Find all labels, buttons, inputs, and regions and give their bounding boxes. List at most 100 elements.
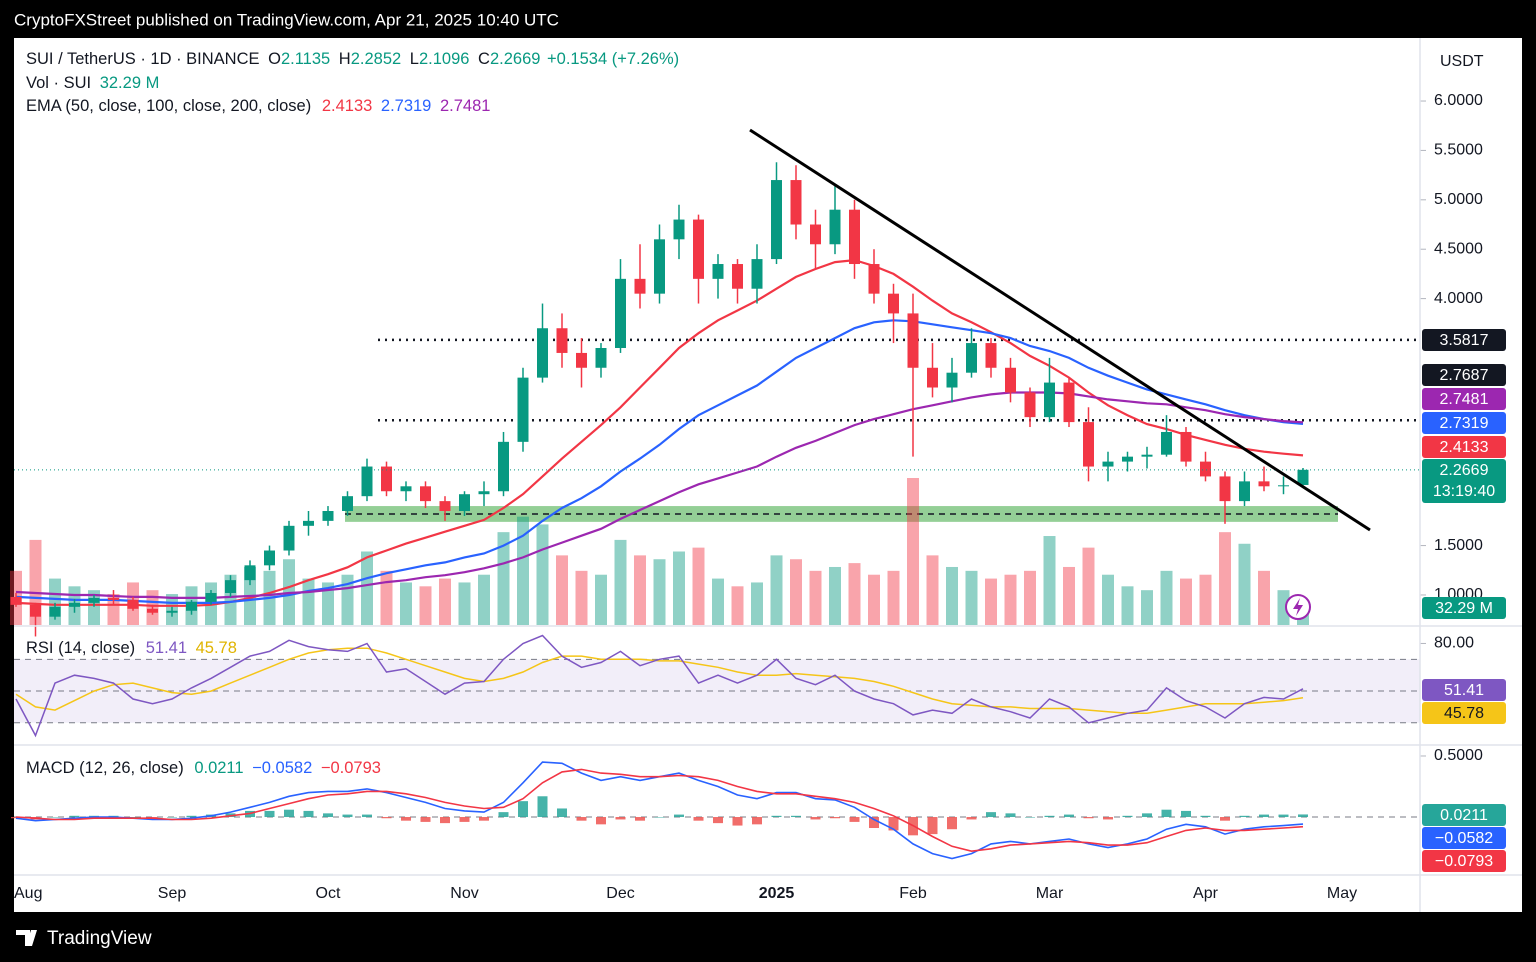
volume-bar — [731, 586, 744, 625]
candle-body — [1063, 382, 1075, 423]
price-badge — [1422, 388, 1506, 410]
histogram-bar — [615, 817, 626, 820]
histogram-bar — [986, 812, 996, 818]
histogram-bar — [947, 817, 957, 830]
price-badge-label: −0.0793 — [1435, 853, 1493, 870]
rsi-legend: RSI (14, close) 51.41 45.78 — [26, 639, 237, 657]
rsi-ma-value: 45.78 — [196, 639, 237, 657]
volume-bar — [517, 516, 529, 625]
histogram-bar — [537, 796, 548, 818]
x-tick-label: 2025 — [759, 885, 795, 902]
candle-body — [927, 367, 938, 388]
candle-body — [537, 328, 548, 378]
low-value: 2.1096 — [419, 50, 469, 68]
price-badge — [1422, 329, 1506, 351]
histogram-bar — [830, 817, 840, 819]
x-tick-label: Oct — [316, 885, 341, 902]
histogram-bar — [323, 813, 333, 818]
price-badge-label: 2.4133 — [1440, 439, 1489, 456]
footer-brand[interactable]: TradingView — [47, 928, 152, 949]
histogram-bar — [713, 817, 723, 824]
histogram-bar — [459, 817, 470, 822]
x-tick-label: Feb — [899, 885, 927, 902]
volume-bar — [848, 563, 861, 625]
candle-body — [1258, 481, 1270, 487]
ema-name: EMA (50, close, 100, close, 200, close) — [26, 97, 311, 115]
candle-body — [381, 466, 392, 492]
ema-value: 2.7481 — [440, 97, 490, 115]
candle-body — [751, 259, 763, 289]
y-tick-label: 5.5000 — [1434, 142, 1483, 159]
volume-bar — [653, 559, 666, 625]
price-badge — [1422, 850, 1506, 872]
candle-body — [1024, 392, 1036, 418]
y-tick-label: 4.0000 — [1434, 290, 1483, 307]
histogram-bar — [966, 817, 977, 820]
rsi-line — [15, 647, 1304, 715]
separators — [14, 38, 1522, 912]
histogram-bar — [167, 817, 177, 818]
volume-bar — [458, 582, 471, 625]
ema-value: 2.4133 — [322, 97, 372, 115]
volume-bar — [770, 555, 783, 625]
candle-body — [673, 219, 685, 240]
alert-icon[interactable] — [1285, 594, 1311, 620]
price-badge — [1422, 436, 1506, 458]
histogram-bar — [693, 817, 704, 821]
x-tick-label: Sep — [158, 885, 187, 902]
x-tick-label: Mar — [1036, 885, 1064, 902]
change-value: +0.1534 (+7.26%) — [547, 50, 679, 68]
volume-bar — [790, 559, 802, 625]
symbol: SUI / TetherUS · 1D · BINANCE — [26, 50, 260, 68]
close-value: 2.2669 — [490, 50, 540, 68]
histogram-bar — [791, 815, 801, 818]
candle-body — [108, 597, 119, 600]
candle-body — [186, 601, 197, 611]
candle-body — [1161, 431, 1172, 455]
volume-bar — [439, 578, 451, 625]
price-badge-label: 2.7687 — [1440, 367, 1489, 384]
alert-bolt[interactable] — [1293, 598, 1303, 616]
candle-body — [342, 496, 353, 511]
candle-body — [498, 441, 509, 492]
volume-bar — [751, 582, 763, 625]
candle-body — [517, 377, 529, 442]
candle-body — [439, 501, 451, 511]
price-badge — [1422, 597, 1506, 619]
candle-body — [1200, 461, 1211, 477]
footer-logo — [16, 930, 37, 946]
volume-value: 32.29 M — [100, 74, 160, 92]
volume-bar — [1180, 578, 1192, 625]
histogram-bar — [771, 815, 782, 818]
volume-bar — [1102, 574, 1114, 625]
candle-body — [264, 550, 275, 566]
histogram-bar — [264, 810, 275, 818]
rsi-value: 51.41 — [146, 639, 187, 657]
volume-legend: Vol · SUI 32.29 M — [26, 74, 159, 92]
currency-label[interactable]: USDT — [1440, 53, 1484, 70]
y-tick-label: 0.5000 — [1434, 747, 1483, 764]
volume-bar — [380, 570, 393, 625]
trendline — [749, 128, 1371, 532]
volume-bar — [829, 566, 841, 625]
x-tick-label: Dec — [606, 885, 634, 902]
volume-bar — [595, 574, 607, 625]
volume-bar — [478, 574, 490, 625]
histogram-bar — [1278, 814, 1289, 818]
histogram-bar — [401, 817, 411, 821]
candle-body — [10, 596, 22, 605]
price-badge — [1422, 364, 1506, 386]
histogram-bar — [342, 814, 353, 818]
y-tick-label: 6.0000 — [1434, 92, 1483, 109]
candle-body — [810, 224, 821, 245]
chart-layer: 6.00005.50005.00004.50004.00001.50001.00… — [10, 92, 1483, 902]
macd-value: −0.0582 — [252, 759, 312, 777]
volume-bar — [1063, 566, 1075, 625]
histogram-bar — [381, 817, 392, 819]
macd-legend: MACD (12, 26, close) 0.0211 −0.0582 −0.0… — [26, 759, 381, 777]
candle-body — [556, 328, 568, 353]
rsi-line — [15, 634, 1304, 738]
ohlc-prefix: C — [478, 50, 490, 68]
candle-body — [615, 278, 626, 348]
candle-body — [946, 372, 958, 388]
